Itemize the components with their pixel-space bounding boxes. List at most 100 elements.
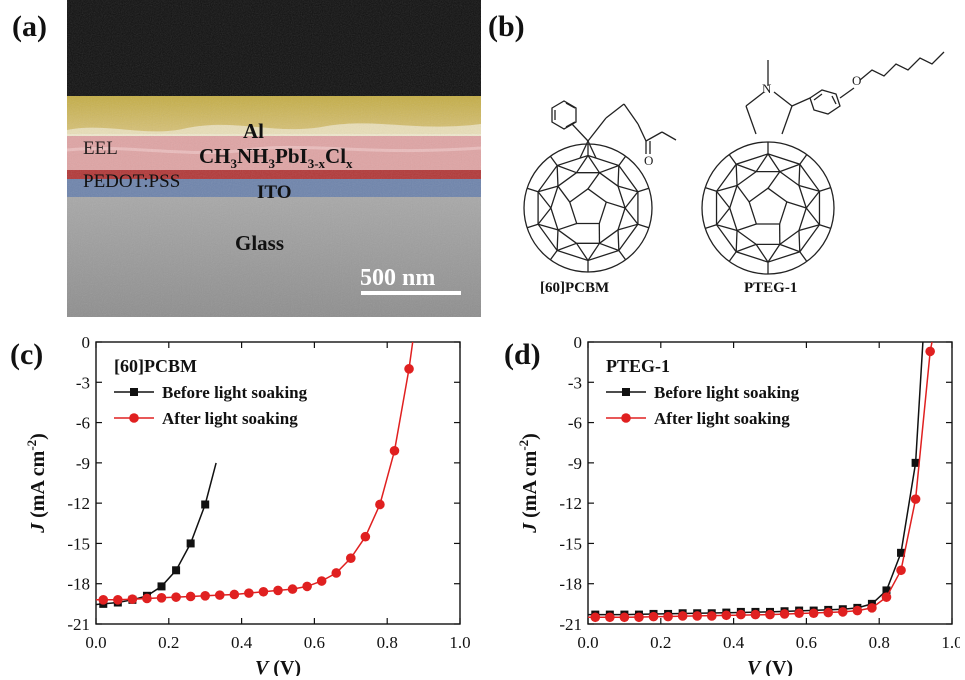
legend-label: Before light soaking — [654, 383, 800, 402]
pcbm-structure: O — [524, 101, 676, 272]
legend-title: PTEG-1 — [606, 356, 670, 376]
data-point — [200, 591, 210, 601]
scale-bar — [361, 291, 461, 295]
data-point — [590, 612, 600, 622]
sem-label-al: Al — [243, 119, 264, 143]
y-tick-label: -9 — [568, 454, 582, 473]
y-tick-label: -9 — [76, 454, 90, 473]
y-tick-label: -6 — [76, 414, 90, 433]
y-axis-label: J (mA cm-2) — [516, 433, 541, 534]
y-tick-label: -6 — [568, 414, 582, 433]
series-0 — [96, 463, 216, 608]
data-point — [288, 584, 298, 594]
y-tick-label: -18 — [67, 575, 90, 594]
pcbm-name: [60]PCBM — [540, 280, 609, 296]
sem-label-eel: EEL — [83, 138, 118, 159]
data-point — [98, 595, 108, 605]
legend-title: [60]PCBM — [114, 356, 197, 376]
data-point — [794, 608, 804, 618]
data-point — [157, 593, 167, 603]
legend-swatch-marker — [129, 413, 139, 423]
x-tick-label: 0.2 — [158, 633, 179, 652]
series-line — [96, 342, 413, 600]
series-line — [96, 463, 216, 605]
legend-swatch-marker — [130, 388, 138, 396]
data-point — [273, 586, 283, 596]
data-point — [751, 610, 761, 620]
x-tick-label: 0.4 — [231, 633, 253, 652]
data-point — [722, 610, 732, 620]
data-point — [201, 500, 209, 508]
legend-label: Before light soaking — [162, 383, 308, 402]
data-point — [823, 608, 833, 618]
data-point — [867, 603, 877, 613]
data-point — [838, 607, 848, 617]
pteg-substituents — [746, 52, 944, 134]
pcbm-oxygen-label: O — [644, 153, 653, 168]
data-point — [896, 565, 906, 575]
pcbm-fullerene-cage — [524, 144, 652, 272]
data-point — [158, 582, 166, 590]
legend-label: After light soaking — [162, 409, 298, 428]
panel-label-a: (a) — [12, 12, 47, 42]
structures-svg: O N O [60]PCBM PTEG-1 — [500, 36, 960, 316]
y-tick-label: -3 — [568, 373, 582, 392]
data-point — [317, 576, 327, 586]
data-point — [649, 612, 659, 622]
sem-label-pedot: PEDOT:PSS — [83, 171, 180, 192]
x-tick-label: 0.6 — [796, 633, 817, 652]
y-tick-label: -15 — [559, 534, 582, 553]
legend-swatch-marker — [621, 413, 631, 423]
x-tick-label: 1.0 — [941, 633, 960, 652]
y-tick-label: -21 — [67, 615, 90, 634]
series-1 — [96, 342, 414, 605]
data-point — [346, 553, 356, 563]
y-tick-label: -3 — [76, 373, 90, 392]
x-tick-label: 0.2 — [650, 633, 671, 652]
data-point — [259, 587, 269, 597]
data-point — [663, 612, 673, 622]
y-tick-label: 0 — [82, 333, 91, 352]
data-point — [302, 582, 312, 592]
y-tick-label: -12 — [559, 494, 582, 513]
data-point — [361, 532, 371, 542]
legend-label: After light soaking — [654, 409, 790, 428]
chemical-structures: O N O [60]PCBM PTEG-1 — [500, 36, 960, 316]
data-point — [375, 500, 385, 510]
y-tick-label: -21 — [559, 615, 582, 634]
data-point — [925, 347, 935, 357]
data-point — [215, 590, 225, 600]
data-point — [882, 592, 892, 602]
x-tick-label: 0.0 — [85, 633, 106, 652]
data-point — [692, 611, 702, 621]
data-point — [128, 594, 138, 604]
data-point — [765, 610, 775, 620]
data-point — [390, 446, 400, 456]
data-point — [187, 539, 195, 547]
sem-svg: Al EEL CH3NH3PbI3-xClx PEDOT:PSS ITO Gla… — [67, 0, 481, 317]
scale-bar-label: 500 nm — [360, 265, 435, 291]
data-point — [634, 612, 644, 622]
x-tick-label: 0.8 — [869, 633, 890, 652]
data-point — [331, 568, 341, 578]
x-axis-label: V (V) — [747, 657, 793, 676]
data-point — [404, 364, 414, 374]
y-tick-label: -12 — [67, 494, 90, 513]
data-point — [186, 592, 196, 602]
pteg-oxygen-label: O — [852, 73, 861, 88]
sem-cross-section-image: Al EEL CH3NH3PbI3-xClx PEDOT:PSS ITO Gla… — [67, 0, 481, 317]
x-axis-label: V (V) — [255, 657, 301, 676]
legend-swatch-marker — [622, 388, 630, 396]
data-point — [605, 612, 615, 622]
x-tick-label: 0.6 — [304, 633, 325, 652]
pteg-name: PTEG-1 — [744, 280, 797, 296]
data-point — [736, 610, 746, 620]
data-point — [809, 608, 819, 618]
data-point — [620, 612, 630, 622]
data-point — [853, 606, 863, 616]
sem-label-ito: ITO — [257, 182, 292, 203]
data-point — [142, 594, 152, 604]
sem-label-glass: Glass — [235, 231, 284, 255]
